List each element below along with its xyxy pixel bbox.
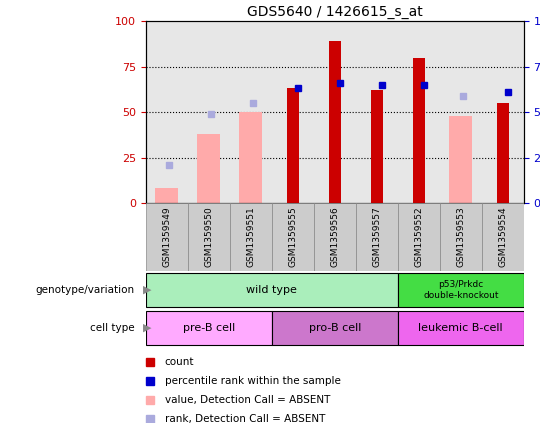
Text: cell type: cell type bbox=[90, 323, 135, 333]
Bar bbox=[188, 203, 230, 271]
Text: ▶: ▶ bbox=[143, 323, 152, 333]
Bar bbox=[398, 273, 524, 307]
Title: GDS5640 / 1426615_s_at: GDS5640 / 1426615_s_at bbox=[247, 5, 423, 19]
Bar bbox=[398, 203, 440, 271]
Text: GSM1359557: GSM1359557 bbox=[372, 206, 381, 267]
Text: ▶: ▶ bbox=[143, 285, 152, 295]
Bar bbox=[398, 310, 524, 345]
Text: genotype/variation: genotype/variation bbox=[36, 285, 135, 295]
Bar bbox=[272, 310, 398, 345]
Bar bbox=[287, 88, 299, 203]
Bar bbox=[146, 273, 398, 307]
Text: GSM1359556: GSM1359556 bbox=[330, 206, 339, 267]
Bar bbox=[449, 116, 472, 203]
Text: value, Detection Call = ABSENT: value, Detection Call = ABSENT bbox=[165, 395, 330, 405]
Bar bbox=[239, 112, 262, 203]
Bar bbox=[272, 21, 314, 203]
Bar bbox=[356, 21, 398, 203]
Bar bbox=[329, 41, 341, 203]
Bar bbox=[146, 21, 188, 203]
Bar bbox=[440, 21, 482, 203]
Bar bbox=[188, 21, 230, 203]
Text: GSM1359549: GSM1359549 bbox=[163, 206, 171, 267]
Bar bbox=[371, 90, 383, 203]
Bar bbox=[356, 203, 398, 271]
Bar bbox=[440, 203, 482, 271]
Bar bbox=[482, 203, 524, 271]
Bar bbox=[497, 103, 509, 203]
Bar bbox=[482, 21, 524, 203]
Bar bbox=[156, 189, 178, 203]
Bar bbox=[314, 203, 356, 271]
Text: pro-B cell: pro-B cell bbox=[309, 323, 361, 333]
Bar bbox=[230, 21, 272, 203]
Text: p53/Prkdc
double-knockout: p53/Prkdc double-knockout bbox=[423, 280, 498, 300]
Text: wild type: wild type bbox=[246, 285, 297, 295]
Bar bbox=[413, 58, 424, 203]
Text: GSM1359553: GSM1359553 bbox=[456, 206, 465, 267]
Bar bbox=[197, 134, 220, 203]
Text: GSM1359552: GSM1359552 bbox=[414, 206, 423, 267]
Bar bbox=[398, 21, 440, 203]
Text: GSM1359554: GSM1359554 bbox=[498, 206, 507, 267]
Bar bbox=[146, 203, 188, 271]
Text: GSM1359550: GSM1359550 bbox=[204, 206, 213, 267]
Text: GSM1359555: GSM1359555 bbox=[288, 206, 298, 267]
Text: percentile rank within the sample: percentile rank within the sample bbox=[165, 376, 341, 386]
Text: rank, Detection Call = ABSENT: rank, Detection Call = ABSENT bbox=[165, 414, 325, 423]
Text: GSM1359551: GSM1359551 bbox=[246, 206, 255, 267]
Text: leukemic B-cell: leukemic B-cell bbox=[418, 323, 503, 333]
Bar bbox=[230, 203, 272, 271]
Bar bbox=[272, 203, 314, 271]
Bar bbox=[314, 21, 356, 203]
Text: count: count bbox=[165, 357, 194, 367]
Bar bbox=[146, 310, 272, 345]
Text: pre-B cell: pre-B cell bbox=[183, 323, 235, 333]
